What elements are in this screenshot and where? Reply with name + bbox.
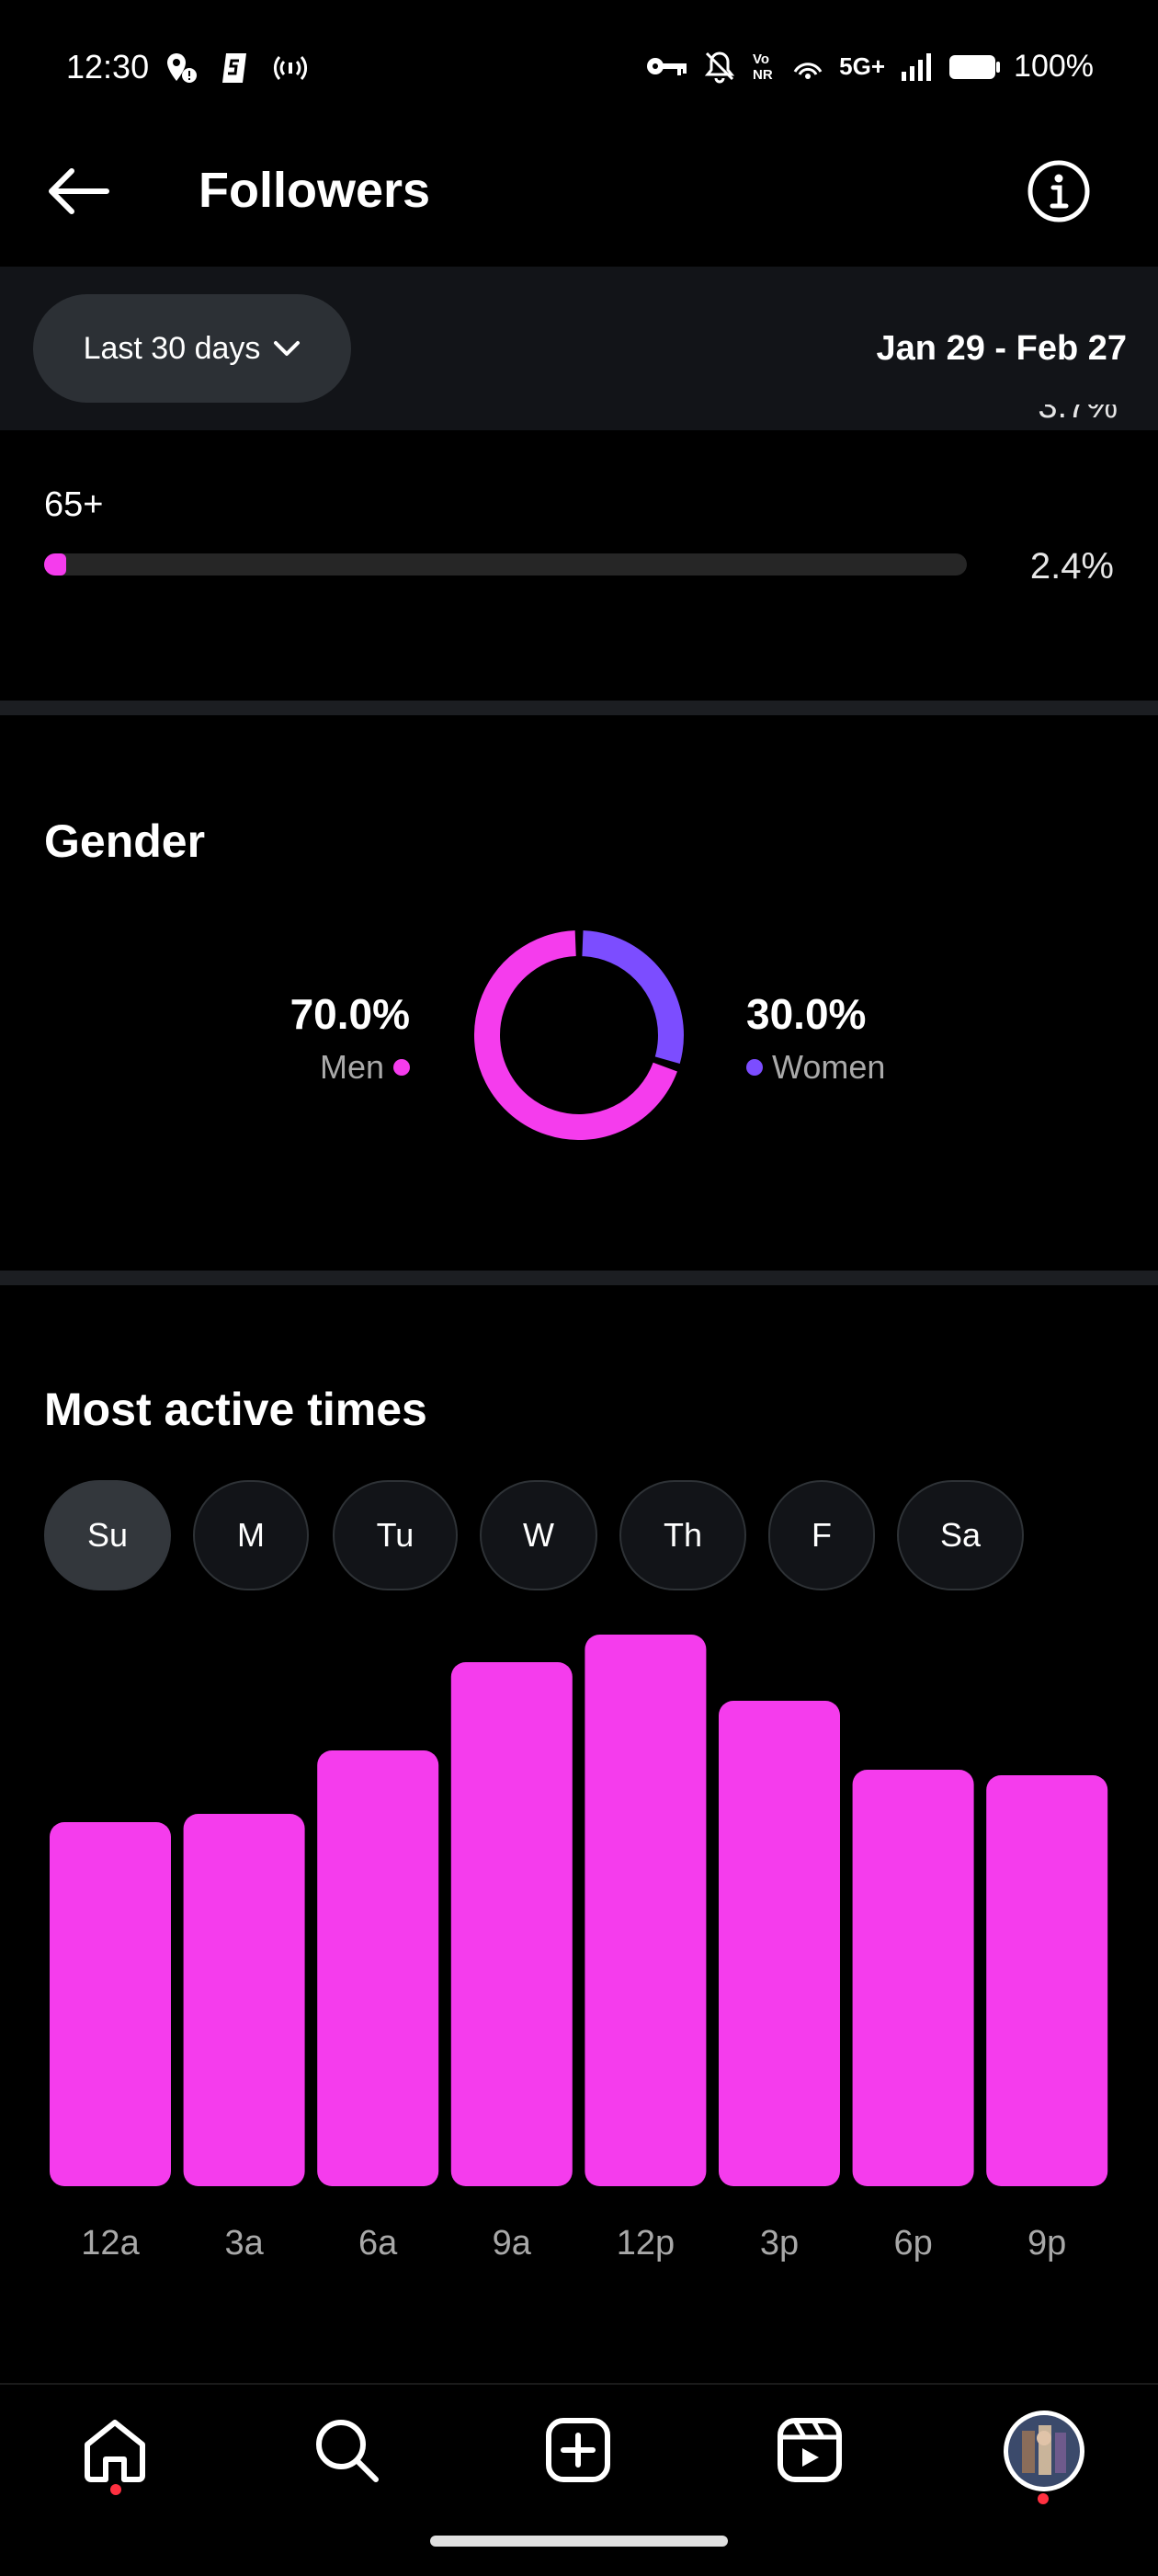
profile-notification-dot xyxy=(1038,2493,1049,2504)
donut-women-segment xyxy=(474,930,684,1140)
x-tick-label: 12p xyxy=(617,2224,675,2263)
hotspot-icon xyxy=(273,56,308,80)
mute-bell-icon xyxy=(705,51,735,84)
section-divider xyxy=(0,701,1158,715)
x-tick-label: 12a xyxy=(81,2224,140,2263)
home-icon xyxy=(85,2420,145,2482)
day-chip-label: F xyxy=(812,1516,832,1554)
age-bar-fill xyxy=(44,553,67,576)
date-range-dropdown[interactable]: Last 30 days xyxy=(33,294,351,403)
back-arrow-icon xyxy=(49,168,109,214)
most-active-times-title: Most active times xyxy=(44,1384,427,1435)
day-chip-label: Tu xyxy=(376,1516,414,1554)
date-range-dropdown-label: Last 30 days xyxy=(83,330,261,366)
battery-percent: 100% xyxy=(1014,48,1094,84)
day-chip-monday[interactable]: M xyxy=(193,1480,309,1590)
profile-avatar xyxy=(1004,2411,1084,2491)
status-left-icons xyxy=(162,48,309,88)
men-legend: Men xyxy=(320,1048,410,1087)
day-chip-label: Sa xyxy=(939,1516,982,1554)
svg-text:NR: NR xyxy=(753,67,773,83)
active-times-bar-chart: 12a 3a 6a 9a 12p 3p 6p 9p xyxy=(50,1635,1108,2263)
bar-3a[interactable] xyxy=(183,1814,305,2186)
status-right-icons: Vo NR 5G+ 100% xyxy=(644,48,1094,85)
day-chip-label: Su xyxy=(86,1516,129,1554)
age-group-label: 65+ xyxy=(44,485,104,524)
day-chip-wednesday[interactable]: W xyxy=(480,1480,597,1590)
men-color-dot xyxy=(393,1059,410,1076)
key-icon xyxy=(647,58,687,75)
women-legend: Women xyxy=(746,1048,885,1087)
bar-6p[interactable] xyxy=(852,1770,974,2186)
donut-men-segment xyxy=(474,930,684,1140)
men-percent: 70.0% xyxy=(290,990,410,1038)
app-s-icon xyxy=(222,53,246,83)
back-button[interactable] xyxy=(40,154,114,228)
age-group-percent: 2.4% xyxy=(1029,546,1114,587)
day-chip-tuesday[interactable]: Tu xyxy=(333,1480,458,1590)
svg-text:Vo: Vo xyxy=(753,51,769,67)
vonr-icon: Vo NR xyxy=(753,51,773,83)
day-chip-sunday[interactable]: Su xyxy=(44,1480,171,1590)
age-bar-track xyxy=(44,553,967,576)
day-chip-label: W xyxy=(523,1516,554,1554)
x-tick-label: 9p xyxy=(1027,2224,1066,2263)
day-chip-saturday[interactable]: Sa xyxy=(897,1480,1024,1590)
signal-icon xyxy=(902,53,932,81)
day-chip-label: M xyxy=(237,1516,265,1554)
status-time: 12:30 xyxy=(66,48,150,85)
info-button[interactable] xyxy=(1024,156,1094,226)
bar-12a[interactable] xyxy=(50,1822,171,2186)
section-divider xyxy=(0,1271,1158,1285)
x-tick-label: 3a xyxy=(224,2224,264,2263)
gender-donut-chart xyxy=(474,930,684,1140)
men-label: Men xyxy=(319,1048,384,1086)
x-tick-label: 6a xyxy=(358,2224,398,2263)
chevron-down-icon xyxy=(274,341,301,356)
women-label: Women xyxy=(772,1048,886,1086)
network-type: 5G+ xyxy=(839,51,886,80)
nav-reels[interactable] xyxy=(768,2409,851,2491)
search-icon xyxy=(316,2420,379,2482)
bar-9a[interactable] xyxy=(450,1662,573,2186)
day-chip-label: Th xyxy=(663,1516,702,1554)
page-title: Followers xyxy=(199,163,431,218)
wifi-icon xyxy=(793,63,823,79)
previous-age-percent: 3.7% xyxy=(1038,405,1118,426)
women-percent: 30.0% xyxy=(746,990,867,1038)
date-range-text: Jan 29 - Feb 27 xyxy=(876,329,1127,368)
nav-home[interactable] xyxy=(74,2409,156,2491)
nav-search[interactable] xyxy=(305,2409,388,2491)
women-color-dot xyxy=(746,1059,763,1076)
bar-12p[interactable] xyxy=(585,1635,707,2186)
location-alert-icon xyxy=(167,53,197,83)
add-post-icon xyxy=(546,2418,610,2482)
bar-6a[interactable] xyxy=(317,1750,439,2186)
nav-profile[interactable] xyxy=(1002,2409,1086,2493)
gender-title: Gender xyxy=(44,815,206,867)
reels-icon xyxy=(778,2418,842,2482)
day-chip-thursday[interactable]: Th xyxy=(619,1480,746,1590)
x-tick-label: 6p xyxy=(893,2224,932,2263)
bar-9p[interactable] xyxy=(986,1775,1108,2186)
x-tick-label: 9a xyxy=(493,2224,532,2263)
home-notification-dot xyxy=(110,2484,121,2495)
nav-create[interactable] xyxy=(537,2409,619,2491)
x-tick-label: 3p xyxy=(760,2224,799,2263)
home-indicator[interactable] xyxy=(430,2536,728,2547)
battery-icon xyxy=(949,55,1001,79)
day-chip-friday[interactable]: F xyxy=(768,1480,875,1590)
bar-3p[interactable] xyxy=(719,1701,840,2186)
info-icon xyxy=(1027,160,1090,222)
